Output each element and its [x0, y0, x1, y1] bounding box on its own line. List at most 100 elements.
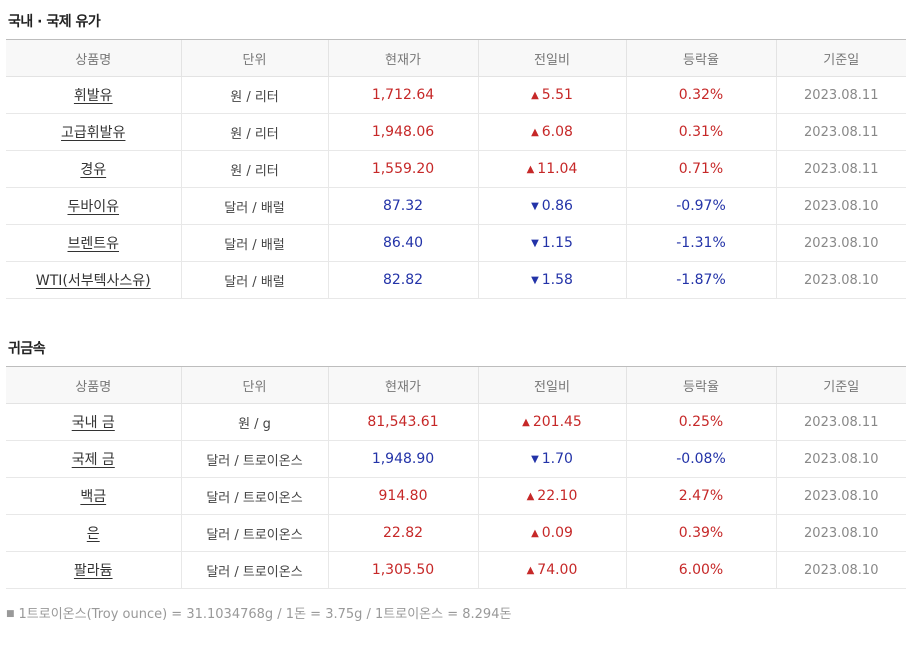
unit-cell: 달러 / 트로이온스 [180, 440, 328, 478]
current-price-cell: 82.82 [327, 261, 478, 299]
change-value: 6.08 [541, 124, 573, 140]
current-price-cell: 22.82 [327, 514, 478, 552]
footnote-text: 1트로이온스(Troy ounce) = 31.1034768g / 1돈 = … [18, 607, 512, 622]
down-triangle-icon: ▼ [531, 238, 539, 249]
table-header-row: 상품명 단위 현재가 전일비 등락율 기준일 [6, 39, 906, 77]
change-cell: ▼ 1.15 [477, 224, 626, 262]
product-name-cell: WTI(서부텍사스유) [6, 261, 181, 299]
product-name-link[interactable]: 국내 금 [71, 415, 115, 431]
change-value: 0.86 [541, 198, 573, 214]
change-rate-cell: -1.31% [625, 224, 776, 262]
down-triangle-icon: ▼ [531, 454, 539, 465]
product-name-link[interactable]: 백금 [80, 489, 107, 505]
current-price-cell: 1,948.90 [327, 440, 478, 478]
header-base-date: 기준일 [775, 366, 906, 404]
change-value: 22.10 [537, 488, 578, 504]
current-price-cell: 1,559.20 [327, 150, 478, 188]
current-price-cell: 1,305.50 [327, 551, 478, 589]
base-date-cell: 2023.08.10 [775, 551, 906, 589]
product-name-cell: 경유 [6, 150, 181, 188]
base-date-cell: 2023.08.11 [775, 150, 906, 188]
table-row: WTI(서부텍사스유) 달러 / 배럴 82.82 ▼ 1.58 -1.87% 2023.0… [6, 261, 906, 299]
table-row: 팔라듐 달러 / 트로이온스 1,305.50 ▲ 74.00 6.00% 2023.08.… [6, 551, 906, 589]
product-name-link[interactable]: WTI(서부텍사스유) [35, 273, 151, 289]
product-name-link[interactable]: 팔라듐 [73, 563, 113, 579]
base-date-cell: 2023.08.11 [775, 113, 906, 151]
unit-cell: 달러 / 배럴 [180, 224, 328, 262]
change-cell: ▲ 6.08 [477, 113, 626, 151]
up-triangle-icon: ▲ [526, 565, 535, 576]
table-row: 고급휘발유 원 / 리터 1,948.06 ▲ 6.08 0.31% 2023.08.11 [6, 113, 906, 151]
product-name-cell: 두바이유 [6, 187, 181, 225]
change-cell: ▼ 1.70 [477, 440, 626, 478]
change-rate-cell: 0.32% [625, 76, 776, 114]
header-unit: 단위 [180, 39, 328, 77]
header-change-rate: 등락율 [625, 366, 776, 404]
current-price-cell: 81,543.61 [327, 403, 478, 441]
table-row: 국제 금 달러 / 트로이온스 1,948.90 ▼ 1.70 -0.08% 2023.08… [6, 440, 906, 478]
change-rate-cell: 0.25% [625, 403, 776, 441]
product-name-cell: 팔라듐 [6, 551, 181, 589]
change-cell: ▲ 201.45 [477, 403, 626, 441]
product-name-link[interactable]: 국제 금 [71, 452, 115, 468]
product-name-link[interactable]: 고급휘발유 [61, 125, 126, 141]
table-row: 은 달러 / 트로이온스 22.82 ▲ 0.09 0.39% 2023.08.10 [6, 514, 906, 552]
product-name-cell: 휘발유 [6, 76, 181, 114]
unit-cell: 달러 / 트로이온스 [180, 477, 328, 515]
product-name-link[interactable]: 브렌트유 [67, 236, 120, 252]
unit-cell: 달러 / 트로이온스 [180, 551, 328, 589]
unit-cell: 원 / g [180, 403, 328, 441]
product-name-link[interactable]: 은 [86, 526, 100, 542]
header-base-date: 기준일 [775, 39, 906, 77]
change-value: 0.09 [541, 525, 573, 541]
metal-section-title: 귀금속 [8, 341, 46, 357]
unit-cell: 달러 / 배럴 [180, 187, 328, 225]
change-cell: ▼ 0.86 [477, 187, 626, 225]
change-cell: ▼ 1.58 [477, 261, 626, 299]
change-rate-cell: 0.39% [625, 514, 776, 552]
change-rate-cell: 2.47% [625, 477, 776, 515]
header-product-name: 상품명 [6, 39, 181, 77]
product-name-cell: 은 [6, 514, 181, 552]
header-change-rate: 등락율 [625, 39, 776, 77]
header-current-price: 현재가 [327, 366, 478, 404]
up-triangle-icon: ▲ [522, 417, 530, 428]
table-row: 브렌트유 달러 / 배럴 86.40 ▼ 1.15 -1.31% 2023.08.10 [6, 224, 906, 262]
change-value: 5.51 [541, 87, 573, 103]
table-header-row: 상품명 단위 현재가 전일비 등락율 기준일 [6, 366, 906, 404]
unit-cell: 원 / 리터 [180, 150, 328, 188]
change-cell: ▲ 5.51 [477, 76, 626, 114]
base-date-cell: 2023.08.10 [775, 261, 906, 299]
product-name-link[interactable]: 두바이유 [67, 199, 120, 215]
change-value: 201.45 [532, 414, 582, 430]
product-name-link[interactable]: 휘발유 [73, 88, 113, 104]
header-unit: 단위 [180, 366, 328, 404]
table-row: 휘발유 원 / 리터 1,712.64 ▲ 5.51 0.32% 2023.08.11 [6, 76, 906, 114]
product-name-cell: 국제 금 [6, 440, 181, 478]
oil-price-table: 상품명 단위 현재가 전일비 등락율 기준일 휘발유 원 / 리터 1,712.64… [6, 39, 906, 299]
product-name-cell: 백금 [6, 477, 181, 515]
table-row: 백금 달러 / 트로이온스 914.80 ▲ 22.10 2.47% 2023.08.10 [6, 477, 906, 515]
base-date-cell: 2023.08.10 [775, 187, 906, 225]
change-rate-cell: 0.71% [625, 150, 776, 188]
current-price-cell: 1,948.06 [327, 113, 478, 151]
change-rate-cell: -1.87% [625, 261, 776, 299]
down-triangle-icon: ▼ [531, 201, 539, 212]
table-row: 경유 원 / 리터 1,559.20 ▲ 11.04 0.71% 2023.08.11 [6, 150, 906, 188]
unit-cell: 달러 / 배럴 [180, 261, 328, 299]
change-value: 1.58 [541, 272, 573, 288]
change-value: 11.04 [537, 161, 578, 177]
product-name-link[interactable]: 경유 [80, 162, 107, 178]
down-triangle-icon: ▼ [531, 275, 539, 286]
unit-cell: 원 / 리터 [180, 76, 328, 114]
base-date-cell: 2023.08.10 [775, 477, 906, 515]
up-triangle-icon: ▲ [526, 164, 535, 175]
product-name-cell: 브렌트유 [6, 224, 181, 262]
base-date-cell: 2023.08.11 [775, 76, 906, 114]
current-price-cell: 86.40 [327, 224, 478, 262]
table-row: 두바이유 달러 / 배럴 87.32 ▼ 0.86 -0.97% 2023.08.10 [6, 187, 906, 225]
change-value: 1.15 [541, 235, 573, 251]
up-triangle-icon: ▲ [531, 90, 539, 101]
product-name-cell: 국내 금 [6, 403, 181, 441]
up-triangle-icon: ▲ [531, 528, 539, 539]
